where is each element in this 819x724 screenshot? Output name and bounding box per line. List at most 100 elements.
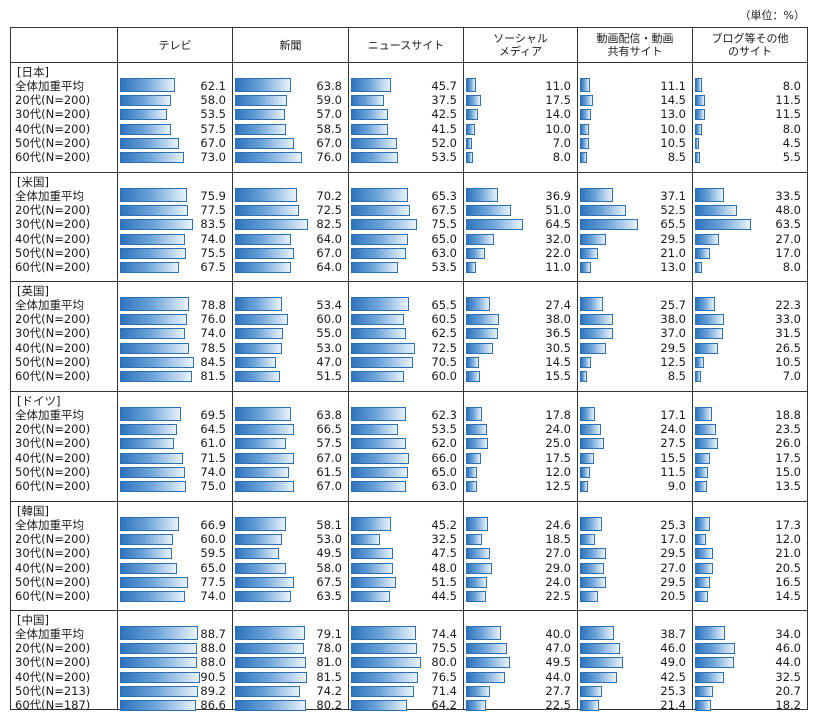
bar-mark [466, 562, 492, 574]
bar-mark [466, 233, 495, 245]
data-label: 20.5 [660, 589, 686, 603]
age-row-label: 50代(N=213) [15, 683, 91, 698]
bar-mark [235, 576, 295, 588]
age-row-label: 60代(N=200) [15, 260, 91, 274]
data-label: 61.5 [316, 464, 342, 479]
data-label: 61.0 [200, 436, 226, 451]
bar-mark [695, 548, 714, 560]
age-row-label: 20代(N=200) [15, 422, 91, 437]
bar-mark [235, 548, 279, 560]
data-label: 22.3 [775, 298, 801, 312]
data-label: 17.5 [775, 450, 801, 465]
bar-mark [695, 466, 709, 478]
column-header: 新聞 [232, 28, 348, 62]
data-label: 57.0 [316, 107, 342, 122]
data-label: 38.0 [545, 312, 571, 327]
data-label: 65.0 [200, 560, 226, 575]
bar-mark [580, 78, 590, 92]
bar-mark [466, 591, 486, 602]
bar-mark [120, 576, 189, 588]
bar-mark [695, 591, 708, 602]
bar-mark [580, 685, 603, 697]
data-label: 29.5 [660, 340, 686, 355]
data-label: 21.4 [660, 698, 686, 712]
bar-mark [120, 452, 183, 464]
age-row-label: 40代(N=200) [15, 340, 91, 355]
bar-mark [120, 205, 189, 217]
bar-mark [466, 685, 491, 697]
data-label: 40.0 [545, 627, 571, 641]
data-label: 38.7 [660, 627, 686, 641]
bar-mark [695, 152, 700, 163]
group-title: [英国] [17, 284, 49, 298]
data-label: 83.5 [200, 217, 226, 232]
data-label: 17.5 [545, 450, 571, 465]
bar-mark [695, 314, 725, 326]
bar-mark [466, 548, 490, 560]
bar-mark [695, 371, 702, 382]
bar-mark [120, 671, 200, 683]
bar-mark [120, 424, 177, 436]
data-label: 66.5 [316, 422, 342, 437]
bar-mark [580, 205, 627, 217]
data-label: 70.5 [431, 354, 457, 369]
total-row-label: 全体加重平均 [15, 298, 84, 312]
data-label: 67.0 [200, 135, 226, 150]
data-label: 65.5 [660, 217, 686, 232]
data-label: 58.0 [200, 93, 226, 108]
bar-mark [695, 247, 710, 259]
bar-mark [235, 671, 307, 683]
data-label: 47.0 [316, 354, 342, 369]
data-label: 17.5 [545, 93, 571, 108]
data-label: 45.7 [431, 79, 457, 93]
data-label: 65.0 [431, 231, 457, 246]
bar-mark [235, 314, 288, 326]
bar-mark [695, 297, 715, 311]
data-label: 21.0 [775, 546, 801, 561]
column-header: ソーシャル メディア [463, 28, 577, 62]
age-row-label: 60代(N=200) [15, 479, 91, 493]
column-divider [117, 62, 118, 709]
bar-mark [351, 152, 399, 163]
data-label: 17.3 [775, 518, 801, 532]
data-label: 26.5 [775, 340, 801, 355]
bar-mark [235, 657, 307, 669]
data-label: 67.0 [316, 479, 342, 493]
bar-mark [235, 342, 282, 354]
data-label: 81.0 [316, 655, 342, 670]
data-label: 60.5 [431, 312, 457, 327]
age-row-label: 40代(N=200) [15, 450, 91, 465]
bar-mark [695, 407, 712, 421]
data-label: 78.0 [316, 641, 342, 656]
group-divider [11, 501, 807, 502]
data-label: 15.5 [660, 450, 686, 465]
bar-mark [235, 152, 302, 163]
bar-mark [351, 481, 407, 492]
bar-mark [466, 407, 482, 421]
data-label: 44.0 [775, 655, 801, 670]
bar-mark [580, 407, 596, 421]
bar-mark [580, 548, 606, 560]
data-label: 24.6 [545, 518, 571, 532]
bar-mark [351, 534, 380, 546]
data-label: 88.0 [200, 641, 226, 656]
total-row-label: 全体加重平均 [15, 79, 84, 93]
data-label: 11.5 [775, 107, 801, 122]
data-label: 57.5 [316, 436, 342, 451]
bar-mark [235, 356, 277, 368]
data-label: 82.5 [316, 217, 342, 232]
bar-mark [695, 262, 703, 273]
data-label: 64.5 [545, 217, 571, 232]
data-label: 62.0 [431, 436, 457, 451]
bar-mark [351, 188, 409, 202]
data-label: 30.5 [545, 340, 571, 355]
data-label: 47.0 [545, 641, 571, 656]
data-label: 65.5 [431, 298, 457, 312]
bar-mark [466, 438, 488, 450]
bar-mark [120, 562, 178, 574]
data-label: 36.5 [545, 326, 571, 341]
data-table: テレビ 新聞 ニュースサイト ソーシャル メディア 動画配信・動画 共有サイト ブログ等その他… [10, 27, 808, 712]
bar-mark [235, 517, 287, 531]
bar-mark [351, 356, 414, 368]
data-label: 63.5 [775, 217, 801, 232]
